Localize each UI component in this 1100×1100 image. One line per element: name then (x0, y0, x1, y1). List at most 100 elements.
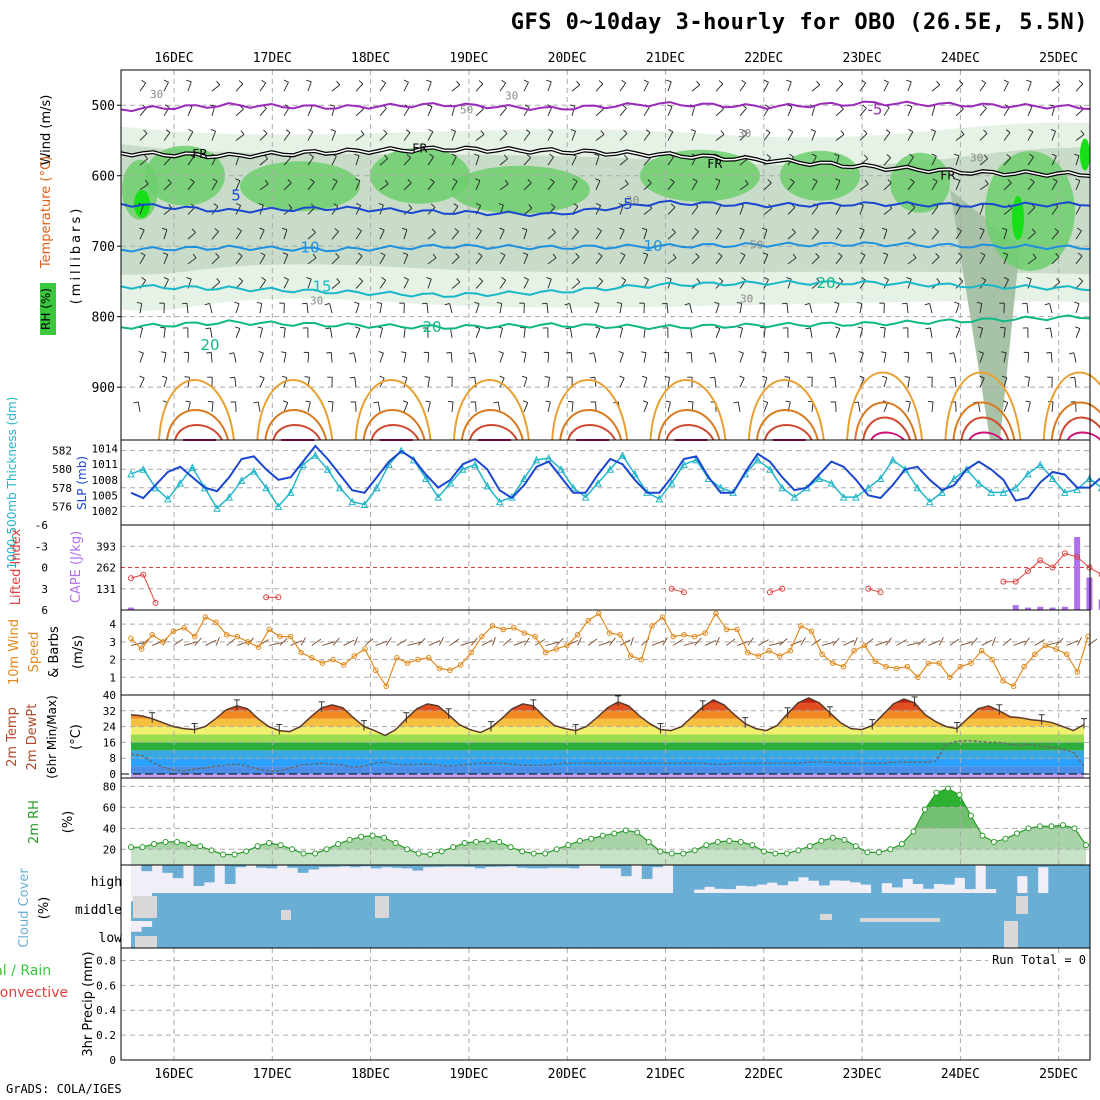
wind-speed-marker (861, 642, 868, 649)
cloud-middle-bar (1079, 893, 1091, 921)
rh2m-marker (990, 838, 997, 845)
wind-barb (259, 254, 266, 265)
wind-barb (737, 401, 741, 412)
rh-contour-label: 30 (738, 127, 751, 140)
cape-bar (1098, 599, 1100, 610)
li-tick-label: 6 (41, 604, 48, 617)
wind-barb (523, 254, 529, 264)
wind-barb (883, 352, 887, 363)
wind-barb-flag (666, 277, 672, 280)
wind-barb-flag (281, 375, 288, 379)
wind-barb-flag (790, 178, 795, 183)
thickness-marker (753, 455, 762, 464)
wind-barb-flag (469, 376, 475, 379)
wind-barb-flag (548, 129, 554, 133)
wind-barb-flag (670, 203, 676, 208)
cloud-low-bar (910, 921, 922, 948)
cloud-low-bar (478, 921, 490, 948)
wind-barb (715, 205, 722, 215)
wind-barb (691, 106, 696, 116)
thickness-marker (1024, 469, 1032, 478)
wind-barb (427, 106, 433, 116)
wind-barb (763, 327, 766, 338)
wind-barb (211, 181, 218, 191)
wind-barb-flag (406, 154, 411, 159)
cloud-low-bar (499, 921, 511, 948)
wind-barb (809, 327, 813, 338)
wind-barb (859, 204, 864, 215)
wind10m-barb (1055, 637, 1064, 646)
wind-barb-flag (696, 80, 701, 86)
cloud-high-bar (370, 865, 382, 869)
wind-barb (835, 303, 840, 314)
precip-frame (120, 947, 1091, 1061)
li-tick-label: -3 (35, 540, 48, 553)
lifted-index-marker (877, 589, 884, 596)
wind-barb (187, 181, 195, 191)
rh2m-marker (829, 834, 836, 841)
thickness-marker (348, 497, 356, 506)
cape-bar (1049, 607, 1056, 610)
wind-barb-flag (522, 252, 528, 255)
wind-barb-flag (212, 178, 218, 182)
rh2m-marker (381, 834, 388, 841)
wind-barb-flag (907, 104, 913, 108)
cloud-high-bar (464, 865, 476, 867)
cloud-low-bar (931, 921, 943, 948)
cloud-level-high: high (91, 875, 122, 890)
warm-contour (460, 409, 524, 441)
cloud-low-bar (584, 921, 595, 948)
wind-barb-flag (1077, 252, 1083, 257)
wind-barb-flag (354, 153, 360, 157)
wind-barb (139, 254, 146, 265)
cloud-middle-bar (1068, 893, 1080, 921)
wind-barb (523, 377, 528, 388)
wind-barb-flag (143, 129, 148, 134)
wind-barb (883, 207, 893, 215)
cloud-middle-bar (763, 893, 775, 921)
warm-contour (1050, 401, 1100, 441)
wind-barb-flag (521, 375, 528, 379)
wind-barb-flag (641, 351, 647, 354)
wind-barb-flag (623, 154, 628, 160)
wind10m-barb (194, 637, 202, 646)
rh-contour-label: 30 (626, 194, 639, 207)
wind-speed-marker (170, 628, 177, 635)
thickness-slp-panel (121, 440, 1100, 525)
rh-max-area (1012, 196, 1024, 240)
cloud-high-bar (985, 865, 997, 890)
wind-speed-marker (755, 653, 762, 659)
rh2m-marker (910, 828, 917, 835)
rh2m-marker (1002, 835, 1009, 842)
rh2m-marker (542, 850, 549, 857)
wind-barb-flag (401, 375, 408, 379)
wind-barb (667, 377, 671, 388)
cloud-high-bar (766, 865, 778, 883)
wind-barb (403, 352, 407, 363)
x-tick-label-top: 21DEC (646, 51, 685, 66)
wind-barb (811, 84, 821, 92)
wind-barb (643, 254, 649, 264)
wind-barb-flag (835, 178, 841, 182)
wind-barb-flag (714, 301, 720, 305)
rain-axis-label: Total / Rain (0, 963, 51, 979)
wind-barb (835, 230, 842, 240)
wind-barb-flag (478, 80, 484, 85)
cloud-low-bar (563, 921, 574, 948)
wind-speed-marker (840, 663, 847, 670)
thickness-marker (422, 474, 430, 482)
thickness-marker (815, 474, 823, 482)
thickness-marker (716, 483, 725, 492)
wind-speed-marker (606, 630, 613, 636)
x-tick-label-bottom: 20DEC (548, 1067, 587, 1082)
wind-barb (1051, 84, 1061, 92)
cloud-high-bar (620, 865, 632, 877)
wind-barb (715, 108, 724, 117)
wind-barb-flag (672, 253, 677, 259)
thickness-tick-label: 582 (52, 445, 72, 458)
isotherm-label: 10 (643, 237, 662, 255)
thickness-marker (311, 451, 320, 459)
wind-tick-label: 2 (109, 654, 116, 667)
wind10m-barb (449, 638, 460, 646)
wind-barb (427, 131, 434, 141)
